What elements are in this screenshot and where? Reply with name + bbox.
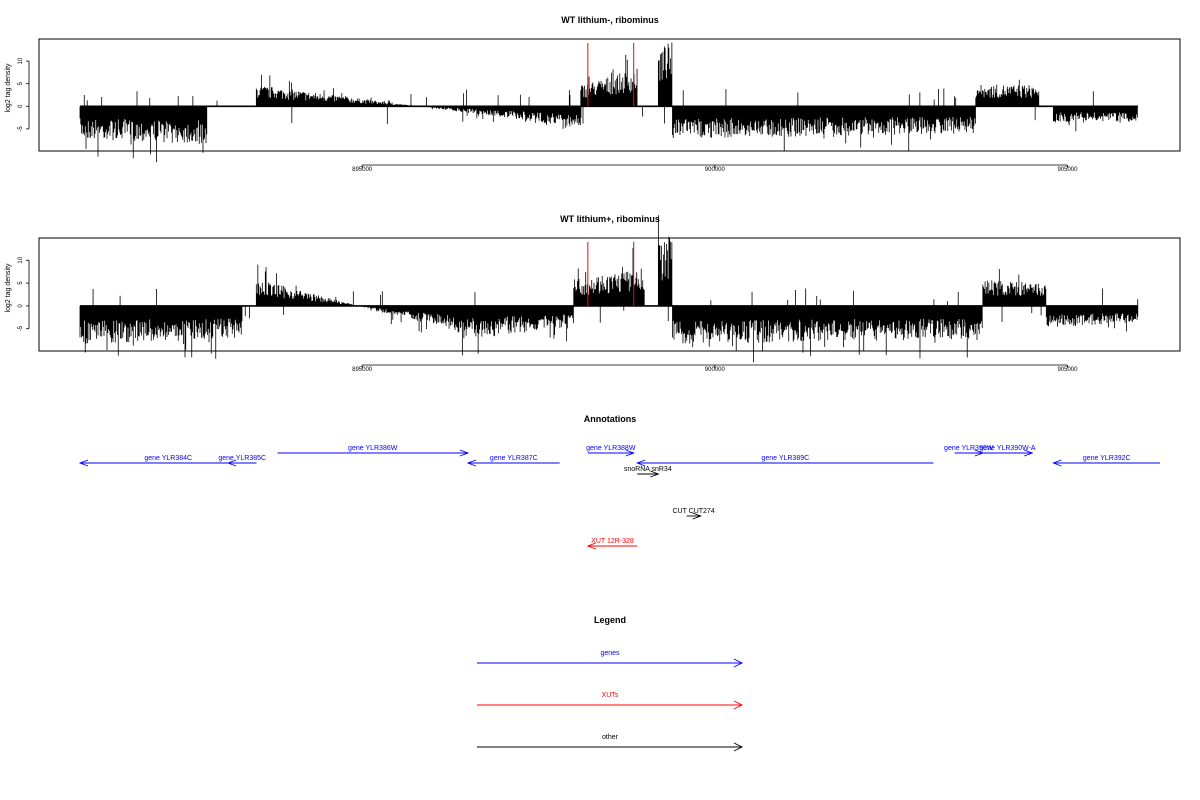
- y-axis-ticks: 10 5 0 -5: [18, 57, 30, 132]
- legend-arrow-head: [733, 700, 744, 710]
- marker-lines: [587, 43, 635, 107]
- legend-label: genes: [600, 650, 620, 657]
- legend-items: genes XUTs other: [477, 650, 744, 752]
- legend-arrow-head: [733, 742, 744, 752]
- coverage-panel-lithium-plus: WT lithium+, ribominus log2 tag density …: [5, 214, 1181, 373]
- panel-title: WT lithium-, ribominus: [561, 15, 659, 25]
- feature-label: gene YLR384C: [144, 455, 192, 462]
- coverage-bar-group: [975, 79, 1040, 107]
- y-axis-label: log2 tag density: [5, 263, 12, 313]
- coverage-bars: [79, 42, 1138, 163]
- feature-label: gene YLR392C: [1083, 455, 1131, 462]
- feature-arrow-head: [1052, 459, 1062, 467]
- feature-label: gene YLR387C: [490, 455, 538, 462]
- legend-label: other: [602, 734, 619, 741]
- feature-arrow-head: [78, 459, 89, 467]
- y-tick-label: 10: [18, 57, 24, 64]
- plot-frame: [38, 38, 1181, 152]
- feature-arrow-head: [586, 542, 596, 550]
- feature-arrow-head: [635, 459, 646, 467]
- plot-frame: [38, 237, 1181, 352]
- coverage-bar-group: [255, 264, 461, 333]
- feature-label: XUT 12R-328: [591, 538, 634, 545]
- coverage-bar-group: [460, 305, 574, 356]
- x-axis-ticks: 895000 900000 905000: [352, 164, 1078, 173]
- panel-title: WT lithium+, ribominus: [560, 214, 660, 224]
- feature-arrow-head: [466, 459, 477, 467]
- coverage-bar-group: [1045, 305, 1139, 332]
- x-tick-label: 895000: [352, 367, 373, 373]
- y-tick-label: -5: [18, 126, 24, 132]
- y-tick-label: 5: [18, 81, 24, 85]
- y-tick-label: 0: [18, 104, 24, 108]
- legend-label: XUTs: [602, 692, 619, 699]
- annotation-features: gene YLR384C gene YLR385C gene YLR386W gene…: [78, 445, 1160, 550]
- legend-arrow-head: [733, 658, 744, 668]
- feature-label: CUT CUT274: [672, 508, 714, 515]
- feature-label: gene YLR385C: [218, 455, 266, 462]
- coverage-bar-group: [672, 106, 976, 152]
- y-tick-label: -5: [18, 325, 24, 331]
- feature-arrow-head: [692, 512, 702, 520]
- feature-label: gene YLR388W: [586, 445, 636, 452]
- coverage-bar-group: [573, 248, 645, 306]
- annotations-track: Annotations gene YLR384C gene YLR385Cgene…: [78, 414, 1160, 550]
- y-tick-label: 0: [18, 304, 24, 308]
- annotations-title: Annotations: [584, 414, 637, 424]
- feature-label: gene YLR390W-A: [979, 445, 1035, 452]
- x-tick-label: 895000: [352, 167, 373, 173]
- x-axis-ticks: 895000 900000 905000: [352, 364, 1078, 373]
- feature-arrow-head: [459, 449, 470, 457]
- coverage-panel-lithium-minus: WT lithium-, ribominus log2 tag density …: [5, 15, 1181, 173]
- coverage-bar-group: [672, 305, 983, 363]
- x-tick-label: 905000: [1057, 367, 1078, 373]
- coverage-bar-group: [255, 74, 581, 129]
- x-tick-label: 900000: [705, 367, 726, 373]
- marker-lines: [587, 242, 635, 306]
- feature-label: gene YLR390W: [944, 445, 994, 452]
- feature-arrow-head: [226, 459, 237, 467]
- coverage-bar-group: [657, 42, 673, 107]
- feature-label: gene YLR389C: [761, 455, 809, 462]
- feature-arrow-head: [650, 470, 660, 478]
- coverage-bar-group: [657, 215, 673, 306]
- y-tick-label: 5: [18, 281, 24, 285]
- coverage-bar-group: [1052, 106, 1138, 132]
- legend: Legend genes XUTs other: [477, 615, 744, 752]
- y-axis-ticks: 10 5 0 -5: [18, 256, 30, 331]
- feature-label: gene YLR386W: [348, 445, 398, 452]
- coverage-bars: [79, 215, 1139, 363]
- x-tick-label: 900000: [705, 167, 726, 173]
- coverage-bar-group: [982, 268, 1047, 306]
- feature-arrow-head: [625, 449, 635, 457]
- y-tick-label: 10: [18, 256, 24, 263]
- coverage-bar-group: [580, 54, 638, 107]
- coverage-bar-group: [83, 288, 1139, 325]
- x-tick-label: 905000: [1057, 167, 1078, 173]
- coverage-bar-group: [79, 106, 208, 163]
- legend-title: Legend: [594, 615, 626, 625]
- y-axis-label: log2 tag density: [5, 63, 12, 113]
- feature-arrow-head: [1024, 449, 1034, 457]
- feature-label: snoRNA snR34: [624, 466, 672, 473]
- coverage-bar-group: [83, 88, 1098, 124]
